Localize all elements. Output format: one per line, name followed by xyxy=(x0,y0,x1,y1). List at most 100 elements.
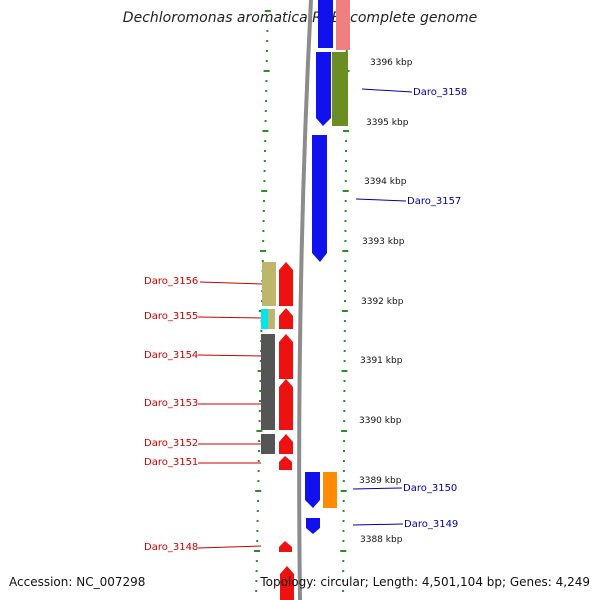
track-dot xyxy=(344,240,347,242)
leader-line-3157 xyxy=(355,198,407,202)
track-dot xyxy=(264,120,267,122)
arrow-red-3154[interactable] xyxy=(279,334,293,379)
leader-line-3148 xyxy=(197,545,262,549)
track-dot xyxy=(341,370,348,372)
feature-top-pink[interactable] xyxy=(336,0,350,50)
track-dot xyxy=(343,390,346,392)
feature-top-blue[interactable] xyxy=(318,0,333,48)
track-dot xyxy=(344,300,346,302)
track-dot xyxy=(343,410,346,412)
track-dot xyxy=(258,410,261,412)
gene-label-daro-3156[interactable]: Daro_3156 xyxy=(144,276,198,287)
track-dot xyxy=(342,560,345,562)
track-dot xyxy=(263,70,270,72)
track-dot xyxy=(261,260,264,262)
feature-gray-3152[interactable] xyxy=(261,434,275,454)
gene-label-daro-3151[interactable]: Daro_3151 xyxy=(144,457,198,468)
track-dot xyxy=(342,540,345,542)
feature-olive-3158[interactable] xyxy=(332,52,348,126)
feature-blue-3157[interactable] xyxy=(312,135,327,262)
arrow-red-3151[interactable] xyxy=(279,456,292,470)
feature-orange-3150[interactable] xyxy=(323,472,337,508)
gene-label-daro-3154[interactable]: Daro_3154 xyxy=(144,350,198,361)
track-dot xyxy=(343,440,346,442)
scale-tick-3394: 3394 kbp xyxy=(364,177,407,187)
gene-label-daro-3155[interactable]: Daro_3155 xyxy=(144,311,198,322)
track-dot xyxy=(342,530,345,532)
feature-blue-3150[interactable] xyxy=(305,472,320,508)
track-dot xyxy=(343,350,346,352)
track-dot xyxy=(343,450,345,452)
track-dot xyxy=(344,210,347,212)
track-dot xyxy=(343,420,346,422)
track-dot xyxy=(342,570,345,572)
feature-tan-3156[interactable] xyxy=(262,262,276,306)
genome-backbone xyxy=(297,0,313,600)
track-dot xyxy=(342,480,345,482)
track-dot xyxy=(256,540,259,542)
scale-tick-3391: 3391 kbp xyxy=(360,356,403,366)
feature-blue-3149[interactable] xyxy=(306,518,320,534)
track-dot xyxy=(264,10,271,12)
track-dot xyxy=(265,80,268,82)
track-dot xyxy=(345,140,348,142)
track-dot xyxy=(342,250,349,252)
arrow-red-3148[interactable] xyxy=(279,541,292,552)
track-dot xyxy=(263,180,266,182)
track-dot xyxy=(255,490,262,492)
track-dot xyxy=(344,230,347,232)
track-dot xyxy=(342,590,345,592)
track-dot xyxy=(341,430,348,432)
track-dot xyxy=(260,250,266,252)
feature-cyan-3155[interactable] xyxy=(261,309,268,329)
track-dot xyxy=(261,190,268,192)
track-dot xyxy=(342,510,345,512)
track-dot xyxy=(256,530,259,532)
feature-blue-3158[interactable] xyxy=(316,52,331,126)
track-dot xyxy=(257,480,260,482)
gene-label-daro-3157[interactable]: Daro_3157 xyxy=(407,196,461,207)
track-dot xyxy=(344,220,347,222)
gene-label-daro-3152[interactable]: Daro_3152 xyxy=(144,438,198,449)
track-dot xyxy=(343,320,346,322)
gene-label-daro-3153[interactable]: Daro_3153 xyxy=(144,398,198,409)
track-dot xyxy=(266,50,268,52)
track-dot xyxy=(266,40,269,42)
arrow-red-3155[interactable] xyxy=(279,308,293,329)
track-dot xyxy=(255,570,258,572)
track-dot xyxy=(343,130,350,132)
track-dot xyxy=(344,260,347,262)
map-title: Dechloromonas aromatica RCB, complete ge… xyxy=(122,10,478,26)
arrow-red-bottom[interactable] xyxy=(280,566,294,600)
track-dot xyxy=(266,20,269,22)
leader-line-3155 xyxy=(197,316,262,319)
arrow-red-3152[interactable] xyxy=(279,434,293,454)
track-dot xyxy=(263,160,266,162)
gene-label-daro-3150[interactable]: Daro_3150 xyxy=(403,483,457,494)
accession-text: Accession: NC_007298 xyxy=(9,575,146,589)
track-dot xyxy=(263,200,265,202)
track-dot xyxy=(343,340,346,342)
track-dot xyxy=(343,380,346,382)
track-dot xyxy=(344,270,347,272)
track-dot xyxy=(343,400,346,402)
track-dot xyxy=(344,170,347,172)
track-dot xyxy=(341,310,348,312)
track-dot xyxy=(259,400,261,402)
scale-tick-3396: 3396 kbp xyxy=(370,58,413,68)
track-dot xyxy=(263,170,266,172)
feature-gray-3154[interactable] xyxy=(261,334,275,430)
leader-line-3149 xyxy=(352,523,404,526)
arrow-red-3153[interactable] xyxy=(279,379,293,430)
track-dot xyxy=(257,460,260,462)
feature-tan-3155[interactable] xyxy=(268,309,275,329)
track-dot xyxy=(255,560,258,562)
gene-label-daro-3149[interactable]: Daro_3149 xyxy=(404,519,458,530)
track-dot xyxy=(264,150,266,152)
track-dot xyxy=(258,450,260,452)
scale-tick-3388: 3388 kbp xyxy=(360,535,403,545)
gene-label-daro-3158[interactable]: Daro_3158 xyxy=(413,87,467,98)
gene-label-daro-3148[interactable]: Daro_3148 xyxy=(144,542,198,553)
arrow-red-3156[interactable] xyxy=(279,262,293,306)
